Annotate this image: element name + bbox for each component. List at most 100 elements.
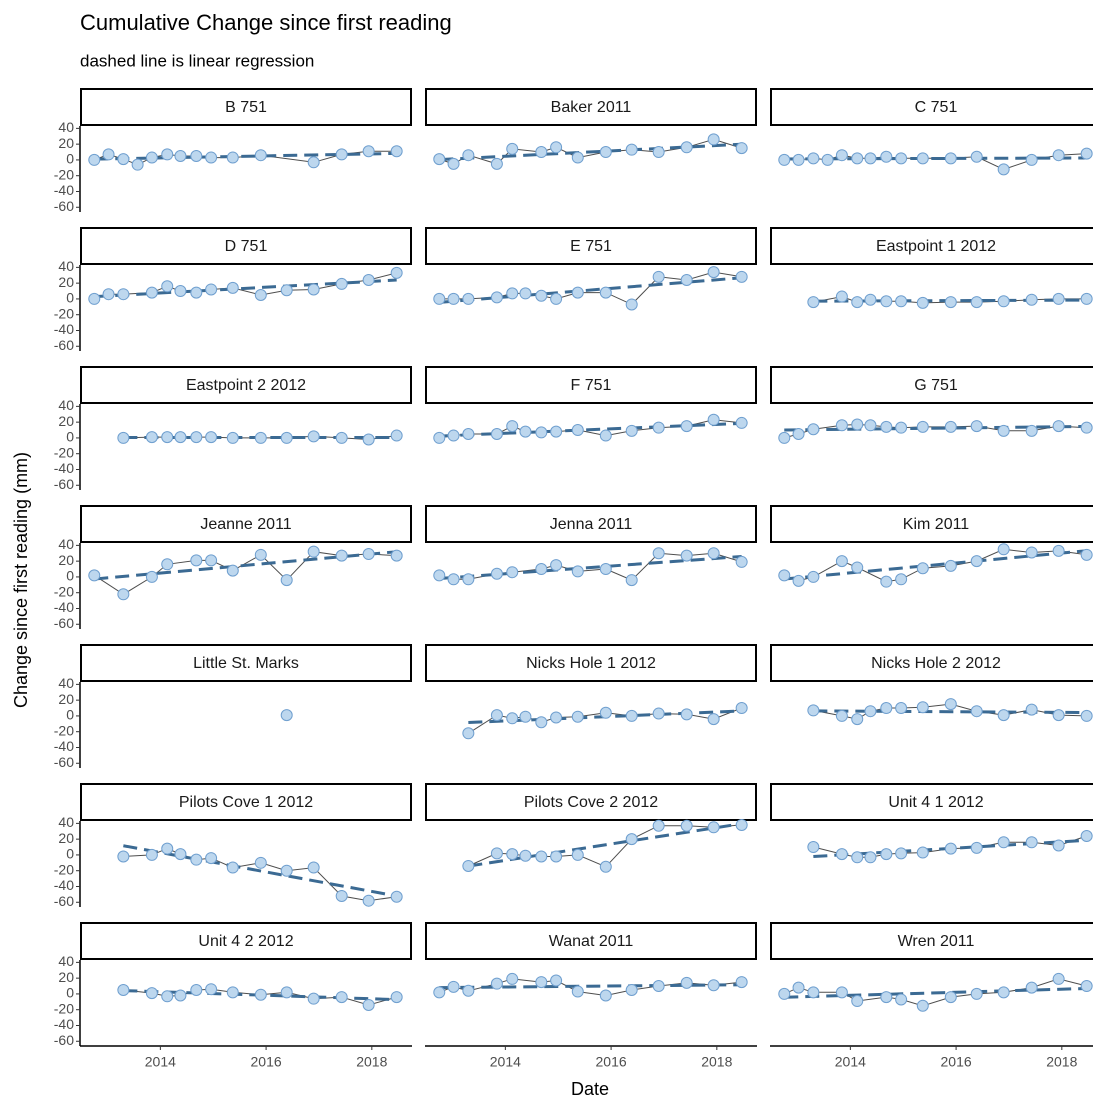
y-tick-label: -20 [54,166,74,182]
data-point [707,266,720,279]
data-point [1052,420,1065,433]
data-point [205,554,218,567]
strip [770,783,1093,821]
data-point [535,716,548,729]
y-tick-label: -60 [54,476,74,492]
data-point [916,701,929,714]
data-point [433,292,446,305]
data-point [335,148,348,161]
y-tick-label: 20 [58,691,74,707]
y-tick-label: -60 [54,337,74,353]
data-point [1080,709,1093,722]
data-point [254,988,267,1001]
data-point [625,709,638,722]
data-point [390,266,403,279]
data-point [864,851,877,864]
data-point [205,852,218,865]
data-point [535,850,548,863]
y-tick-label: 40 [58,119,74,135]
data-point [652,146,665,159]
data-point [970,987,983,1000]
y-tick-label: 0 [66,429,74,445]
data-point [161,842,174,855]
y-tick-label: -40 [54,1016,74,1032]
data-point [680,273,693,286]
data-point [280,864,293,877]
data-point [707,133,720,146]
strip [770,366,1093,404]
strip-label: Jeanne 2011 [200,516,291,533]
x-tick-label: 2016 [251,1054,282,1070]
data-point [599,706,612,719]
data-point [117,288,130,301]
data-point [535,563,548,576]
data-point [895,993,908,1006]
data-point [835,709,848,722]
data-point [778,431,791,444]
data-point [447,429,460,442]
data-point [680,549,693,562]
strip-label: Little St. Marks [193,655,299,672]
data-point [462,427,475,440]
data-point [851,561,864,574]
strip [425,783,757,821]
data-point [880,575,893,588]
data-point [652,270,665,283]
data-point [226,151,239,164]
data-point [362,433,375,446]
data-point [362,894,375,907]
data-point [880,150,893,163]
data-point [490,709,503,722]
x-tick-label: 2016 [596,1054,627,1070]
strip-label: E 751 [570,238,612,255]
data-point [895,295,908,308]
y-tick-label: 0 [66,846,74,862]
data-point [944,152,957,165]
data-point [462,859,475,872]
data-point [88,153,101,166]
data-point [970,296,983,309]
strip [80,227,412,265]
data-point [807,423,820,436]
strip-label: Wren 2011 [898,933,975,950]
data-point [447,573,460,586]
y-tick-label: -40 [54,321,74,337]
data-point [174,848,187,861]
strip [425,227,757,265]
data-point [735,976,748,989]
data-point [490,977,503,990]
data-point [735,416,748,429]
y-tick-label: 40 [58,953,74,969]
data-point [807,986,820,999]
data-point [895,702,908,715]
data-point [335,431,348,444]
y-tick-label: 20 [58,969,74,985]
strip [770,922,1093,960]
data-point [490,291,503,304]
data-point [205,983,218,996]
data-point [652,547,665,560]
data-point [462,573,475,586]
regression-line [813,709,1087,714]
data-point [519,287,532,300]
y-tick-label: 40 [58,258,74,274]
regression-line [439,276,742,304]
data-point [433,153,446,166]
data-point [174,989,187,1002]
data-point [735,555,748,568]
data-point [625,298,638,311]
data-point [707,821,720,834]
data-point [916,562,929,575]
data-point [447,980,460,993]
y-tick-label: -20 [54,861,74,877]
data-point [778,987,791,1000]
data-point [792,574,805,587]
data-point [895,421,908,434]
data-point [707,413,720,426]
data-point [851,995,864,1008]
data-point [944,420,957,433]
data-point [970,705,983,718]
x-tick-label: 2018 [701,1054,732,1070]
data-point [652,421,665,434]
data-point [506,566,519,579]
